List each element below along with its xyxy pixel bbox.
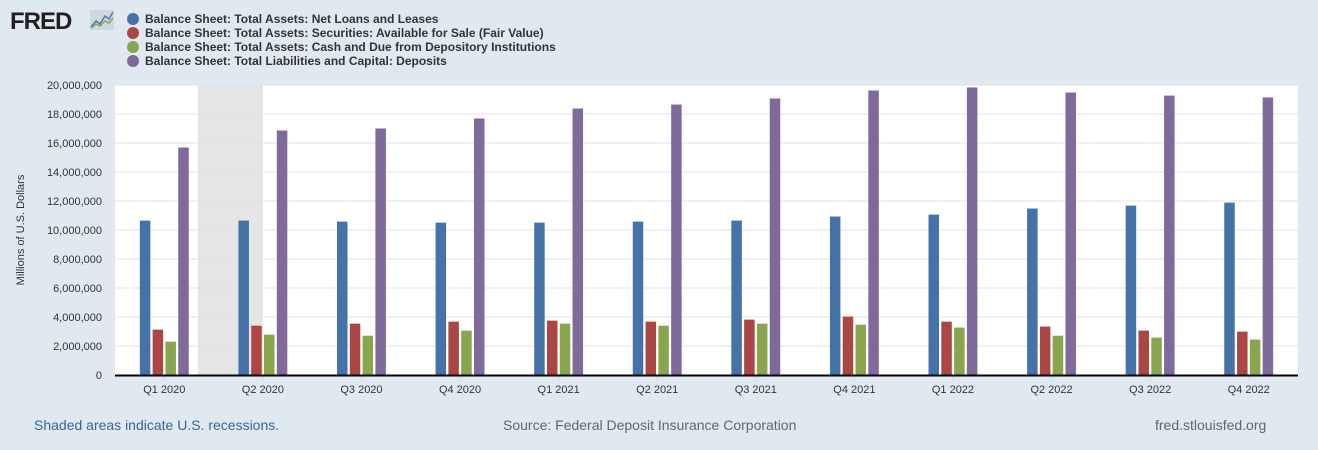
bar-1 [435,222,447,375]
x-tick-label: Q4 2022 [1228,384,1270,396]
legend-label: Balance Sheet: Total Assets: Securities:… [145,26,544,40]
bar-3 [461,330,472,375]
bar-4 [375,128,386,375]
x-tick-label: Q3 2022 [1129,384,1171,396]
bar-4 [1262,97,1274,375]
bar-1 [1027,208,1038,375]
bar-2 [645,321,657,375]
y-tick-label: 18,000,000 [47,109,102,121]
bar-4 [178,147,189,375]
fred-logo[interactable]: FRED [10,8,72,35]
bar-3 [362,335,374,375]
bar-2 [546,320,558,375]
legend: Balance Sheet: Total Assets: Net Loans a… [127,12,556,68]
site-link[interactable]: fred.stlouisfed.org [1155,417,1267,433]
y-tick-label: 0 [96,370,102,382]
legend-label: Balance Sheet: Total Assets: Net Loans a… [145,12,439,26]
bar-2 [152,329,164,375]
x-tick-label: Q3 2021 [735,384,777,396]
bar-1 [337,221,348,375]
bar-2 [842,316,854,375]
bar-3 [559,323,571,375]
bar-3 [658,325,669,375]
y-tick-label: 20,000,000 [47,80,102,92]
bar-2 [941,321,952,375]
bar-1 [534,222,545,375]
y-tick-label: 10,000,000 [47,225,102,237]
bar-3 [1151,337,1162,375]
bar-3 [165,341,176,375]
legend-item[interactable]: Balance Sheet: Total Liabilities and Cap… [127,54,556,68]
bar-2 [349,323,361,375]
y-tick-label: 2,000,000 [53,341,102,353]
bar-4 [276,130,288,375]
legend-dot-icon [127,55,139,67]
legend-item[interactable]: Balance Sheet: Total Assets: Net Loans a… [127,12,556,26]
bar-4 [769,98,781,376]
bar-4 [966,87,978,375]
legend-label: Balance Sheet: Total Assets: Cash and Du… [145,40,556,54]
y-axis-label: Millions of U.S. Dollars [15,174,27,285]
y-tick-label: 16,000,000 [47,138,102,150]
bar-4 [473,118,485,376]
bar-1 [1125,205,1137,375]
legend-item[interactable]: Balance Sheet: Total Assets: Cash and Du… [127,40,556,54]
bar-2 [1039,326,1051,375]
bar-1 [139,220,151,375]
bar-4 [1065,92,1076,375]
bar-3 [264,334,275,375]
x-tick-label: Q4 2020 [439,384,481,396]
legend-item[interactable]: Balance Sheet: Total Assets: Securities:… [127,26,556,40]
bar-3 [954,327,965,375]
x-tick-label: Q2 2022 [1030,384,1072,396]
bar-4 [671,104,682,375]
x-tick-label: Q1 2021 [538,384,580,396]
legend-label: Balance Sheet: Total Liabilities and Cap… [145,54,447,68]
bar-1 [238,220,249,375]
y-tick-label: 8,000,000 [53,254,102,266]
bar-3 [1052,335,1064,375]
y-tick-label: 12,000,000 [47,196,102,208]
bar-1 [1224,202,1235,375]
fred-graph-icon [90,10,114,30]
x-tick-label: Q1 2020 [143,384,185,396]
recession-note: Shaded areas indicate U.S. recessions. [34,417,280,433]
bar-1 [731,220,742,375]
bar-1 [632,221,644,375]
x-tick-label: Q4 2021 [833,384,875,396]
bar-2 [744,319,755,375]
x-tick-label: Q2 2021 [636,384,678,396]
source-note: Source: Federal Deposit Insurance Corpor… [503,417,797,433]
y-tick-label: 6,000,000 [53,283,102,295]
bar-3 [855,324,867,375]
bar-3 [756,323,768,375]
bar-2 [1237,331,1248,375]
y-tick-label: 4,000,000 [53,312,102,324]
bar-4 [572,108,584,376]
bar-2 [1138,330,1149,375]
bar-4 [868,90,879,375]
bar-2 [448,321,459,375]
y-tick-label: 14,000,000 [47,167,102,179]
legend-dot-icon [127,41,139,53]
bar-3 [1249,339,1261,375]
legend-dot-icon [127,13,139,25]
bar-2 [251,325,262,375]
bar-1 [829,216,841,375]
bar-1 [928,214,940,375]
legend-dot-icon [127,27,139,39]
bar-4 [1164,95,1175,376]
x-tick-label: Q2 2020 [242,384,284,396]
x-tick-label: Q3 2020 [340,384,382,396]
x-tick-label: Q1 2022 [932,384,974,396]
